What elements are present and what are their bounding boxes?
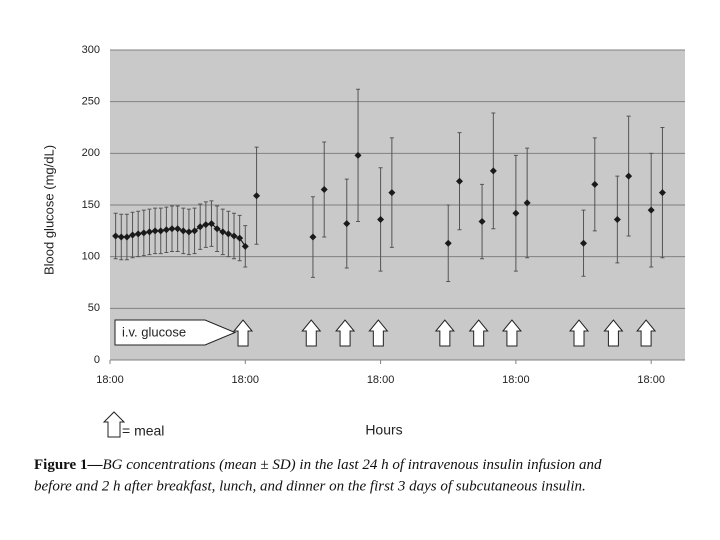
x-axis-label: Hours xyxy=(365,422,402,438)
data-point xyxy=(580,239,588,247)
data-point xyxy=(162,226,170,234)
data-point xyxy=(613,215,621,223)
data-point xyxy=(658,189,666,197)
data-point xyxy=(478,218,486,226)
meal-arrow xyxy=(232,319,254,347)
data-point xyxy=(241,242,249,250)
data-point xyxy=(388,189,396,197)
data-point xyxy=(207,220,215,228)
data-point xyxy=(117,233,125,241)
x-tick-label: 18:00 xyxy=(232,374,260,386)
x-tick-label: 18:00 xyxy=(502,374,530,386)
data-point xyxy=(191,227,199,235)
meal-arrow xyxy=(368,319,389,347)
annotation-arrow xyxy=(114,319,237,346)
meal-legend: = meal xyxy=(122,423,164,439)
data-point xyxy=(343,220,351,228)
data-point xyxy=(129,231,137,239)
data-point xyxy=(377,215,385,223)
data-point xyxy=(168,225,176,233)
data-point xyxy=(591,180,599,188)
meal-legend-icon xyxy=(102,411,126,438)
data-point xyxy=(320,186,328,193)
data-point xyxy=(625,172,633,180)
meal-arrow xyxy=(636,319,657,347)
data-point xyxy=(185,228,193,236)
y-tick-label: 100 xyxy=(82,251,100,263)
meal-arrow xyxy=(335,319,356,347)
meal-arrow xyxy=(468,319,489,347)
y-tick-label: 250 xyxy=(82,96,100,108)
y-tick-label: 50 xyxy=(88,302,100,314)
data-point xyxy=(174,225,182,233)
data-point xyxy=(253,192,261,200)
data-point xyxy=(157,227,165,235)
data-point xyxy=(230,232,238,240)
data-point xyxy=(213,225,221,233)
caption-text: BG concentrations (mean ± SD) in the las… xyxy=(102,457,602,473)
y-tick-label: 0 xyxy=(94,354,100,366)
data-point xyxy=(145,228,153,236)
data-point xyxy=(179,227,187,235)
data-point xyxy=(196,223,204,231)
data-point xyxy=(354,151,362,159)
y-tick-label: 150 xyxy=(82,199,100,211)
meal-arrow xyxy=(434,319,455,347)
data-point xyxy=(219,228,227,236)
meal-arrow xyxy=(568,319,590,347)
data-point xyxy=(236,234,244,242)
x-tick-label: 18:00 xyxy=(637,374,665,386)
x-tick-label: 18:00 xyxy=(96,374,124,386)
caption-line: before and 2 h after breakfast, lunch, a… xyxy=(34,478,586,494)
x-tick-label: 18:00 xyxy=(367,374,395,386)
data-point xyxy=(134,230,142,238)
caption-label: Figure 1— xyxy=(34,457,103,473)
data-point xyxy=(202,221,210,229)
meal-arrow xyxy=(301,319,322,347)
y-axis-label: Blood glucose (mg/dL) xyxy=(41,145,56,275)
data-point xyxy=(112,232,120,240)
meal-arrow xyxy=(603,319,624,347)
data-point xyxy=(151,227,159,235)
data-point xyxy=(140,229,148,237)
data-point xyxy=(224,230,232,238)
data-point xyxy=(523,199,531,207)
data-point xyxy=(456,177,464,185)
data-point xyxy=(512,209,520,217)
y-tick-label: 200 xyxy=(82,147,100,159)
meal-arrow xyxy=(501,319,522,347)
data-point xyxy=(489,167,497,175)
data-point xyxy=(647,206,655,214)
caption-line: Figure 1—BG concentrations (mean ± SD) i… xyxy=(34,457,602,473)
y-tick-label: 300 xyxy=(82,44,100,56)
annotation: i.v. glucose xyxy=(122,324,186,339)
data-point xyxy=(123,233,131,241)
data-point xyxy=(444,239,452,247)
data-point xyxy=(309,233,317,241)
